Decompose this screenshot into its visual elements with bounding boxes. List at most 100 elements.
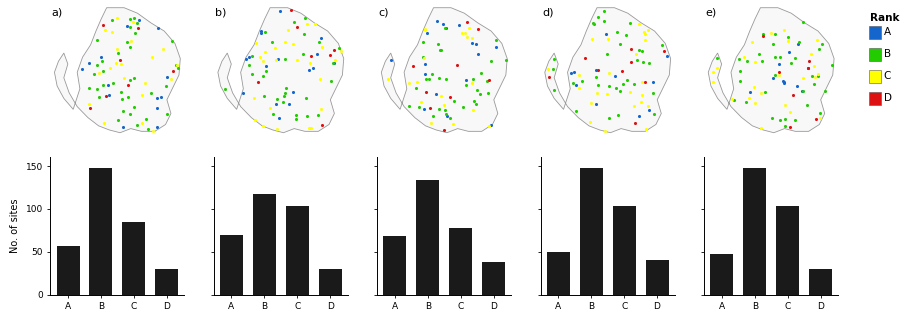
Text: c): c) bbox=[379, 8, 389, 18]
Point bbox=[455, 105, 470, 110]
Point bbox=[777, 27, 791, 32]
Point bbox=[251, 80, 266, 85]
Point bbox=[83, 61, 97, 66]
Point bbox=[745, 39, 759, 44]
Point bbox=[286, 42, 301, 47]
Point bbox=[815, 41, 830, 46]
Point bbox=[286, 89, 301, 94]
Point bbox=[768, 73, 782, 78]
Bar bbox=[869, 26, 880, 39]
Point bbox=[788, 118, 802, 123]
Point bbox=[90, 38, 105, 43]
Point bbox=[615, 68, 630, 74]
Point bbox=[807, 81, 822, 87]
Point bbox=[642, 61, 657, 66]
Point bbox=[256, 59, 271, 64]
Point bbox=[126, 20, 140, 25]
Point bbox=[300, 113, 315, 118]
Point bbox=[277, 40, 292, 45]
Bar bbox=[547, 252, 569, 295]
Polygon shape bbox=[54, 8, 181, 133]
Text: Rank: Rank bbox=[869, 13, 900, 23]
Point bbox=[480, 78, 494, 83]
Point bbox=[564, 71, 579, 76]
Point bbox=[575, 78, 590, 83]
Point bbox=[135, 92, 149, 97]
Point bbox=[277, 94, 292, 99]
Point bbox=[402, 81, 416, 86]
Point bbox=[807, 63, 822, 68]
Bar bbox=[318, 269, 342, 295]
Point bbox=[590, 90, 604, 95]
Point bbox=[83, 105, 97, 110]
Point bbox=[481, 91, 495, 96]
Point bbox=[315, 107, 329, 112]
Point bbox=[124, 38, 138, 43]
Point bbox=[254, 31, 269, 36]
Point bbox=[642, 107, 657, 112]
Point bbox=[105, 29, 120, 34]
Point bbox=[92, 94, 106, 100]
Point bbox=[151, 25, 166, 30]
Point bbox=[381, 76, 395, 81]
Point bbox=[641, 28, 656, 33]
Point bbox=[599, 32, 613, 37]
Point bbox=[546, 67, 560, 72]
Point bbox=[127, 16, 141, 21]
Point bbox=[636, 29, 651, 34]
Point bbox=[171, 65, 185, 70]
Bar bbox=[286, 206, 309, 295]
Point bbox=[779, 123, 793, 128]
Point bbox=[429, 18, 444, 23]
Point bbox=[130, 20, 145, 25]
Point bbox=[627, 103, 642, 108]
Point bbox=[731, 57, 746, 62]
Point bbox=[801, 65, 816, 70]
Point bbox=[655, 42, 669, 47]
Point bbox=[135, 120, 149, 126]
Point bbox=[778, 116, 792, 121]
Point bbox=[286, 20, 301, 25]
Point bbox=[405, 63, 420, 68]
Point bbox=[596, 18, 611, 23]
Point bbox=[123, 78, 138, 83]
Point bbox=[97, 121, 112, 126]
Bar bbox=[580, 168, 602, 295]
Point bbox=[82, 85, 96, 90]
Point bbox=[139, 117, 154, 122]
Point bbox=[310, 51, 325, 56]
Point bbox=[418, 89, 433, 94]
Point bbox=[155, 47, 170, 52]
Point bbox=[801, 66, 815, 71]
Point bbox=[630, 57, 645, 62]
Point bbox=[408, 86, 423, 91]
Point bbox=[127, 104, 141, 109]
Point bbox=[265, 112, 280, 117]
Point bbox=[795, 89, 810, 94]
Point bbox=[119, 23, 134, 29]
Point bbox=[153, 94, 168, 100]
Point bbox=[469, 101, 483, 106]
Point bbox=[120, 94, 135, 100]
Point bbox=[547, 88, 561, 93]
Point bbox=[754, 90, 768, 95]
Text: C: C bbox=[884, 71, 891, 81]
Point bbox=[623, 90, 637, 95]
Point bbox=[283, 8, 298, 13]
Point bbox=[613, 41, 627, 46]
Point bbox=[756, 31, 770, 36]
Bar bbox=[646, 261, 668, 295]
Point bbox=[459, 34, 474, 39]
Point bbox=[640, 104, 655, 109]
Point bbox=[166, 69, 181, 74]
Point bbox=[311, 113, 326, 118]
Point bbox=[458, 77, 473, 82]
Bar bbox=[711, 255, 734, 295]
Point bbox=[402, 104, 416, 109]
Point bbox=[768, 32, 782, 37]
Point bbox=[383, 57, 398, 62]
Point bbox=[794, 88, 809, 94]
Point bbox=[756, 33, 770, 38]
Point bbox=[447, 98, 461, 103]
Point bbox=[800, 102, 814, 107]
